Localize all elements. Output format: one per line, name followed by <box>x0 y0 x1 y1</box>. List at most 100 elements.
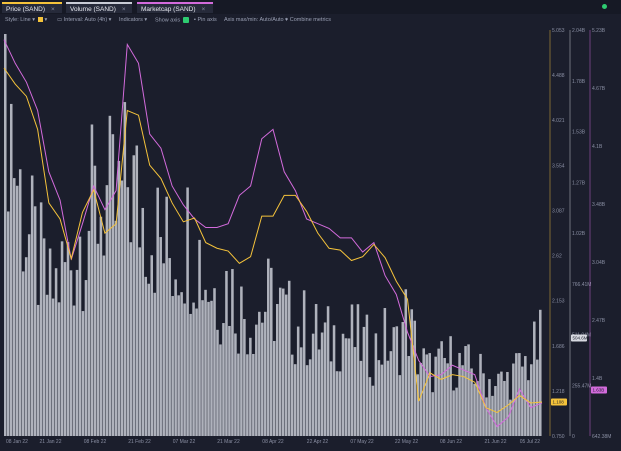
volume-bar <box>539 309 542 436</box>
volume-bar <box>290 354 294 436</box>
volume-bar <box>350 304 354 436</box>
volume-bar <box>231 269 234 436</box>
x-tick-label: 21 Jan 22 <box>40 439 62 445</box>
volume-bar <box>234 333 237 436</box>
tab-price-label: Price (SAND) <box>6 6 46 13</box>
volume-bar <box>123 102 127 436</box>
volume-bar <box>192 302 195 436</box>
tab-price[interactable]: Price (SAND) × <box>2 2 62 13</box>
volume-tick-label: 1.02B <box>572 231 586 237</box>
tab-marketcap[interactable]: Marketcap (SAND) × <box>137 2 213 13</box>
volume-bar <box>93 165 97 436</box>
volume-bar <box>216 329 219 436</box>
volume-bar <box>186 187 189 436</box>
volume-bar <box>201 300 204 436</box>
volume-bar <box>341 333 345 436</box>
volume-bar <box>368 377 372 436</box>
price-tick-label: 3.554 <box>552 163 565 169</box>
volume-tick-label: 2.04B <box>572 28 586 34</box>
volume-bar <box>491 395 494 436</box>
volume-bar <box>530 364 533 436</box>
price-last-value-badge <box>551 398 567 406</box>
volume-bar <box>99 216 103 436</box>
interval-label: Interval: Auto (4h) <box>63 17 108 23</box>
volume-bar <box>30 175 34 437</box>
volume-bar <box>261 322 264 436</box>
marketcap-tick-label: 5.23B <box>592 28 606 34</box>
volume-bar <box>258 311 261 436</box>
volume-bar <box>222 323 225 436</box>
x-tick-label: 08 Jun 22 <box>440 439 462 445</box>
volume-bar <box>9 103 13 436</box>
show-axis-toggle[interactable]: Show axis <box>155 17 190 23</box>
price-tick-label: 1.686 <box>552 344 565 350</box>
volume-bar <box>114 220 118 436</box>
volume-bar <box>6 211 10 436</box>
volume-bar <box>332 325 336 436</box>
style-label: Style: Line <box>5 17 31 23</box>
volume-bar <box>320 332 324 436</box>
volume-bar <box>4 34 7 436</box>
volume-bar <box>503 380 506 436</box>
volume-bar <box>494 386 497 436</box>
volume-bar <box>335 371 339 436</box>
volume-bar <box>323 322 327 436</box>
interval-selector[interactable]: ▭ Interval: Auto (4h) ▾ <box>57 17 112 23</box>
volume-bar <box>24 257 28 436</box>
volume-bar <box>39 202 43 436</box>
x-tick-label: 07 May 22 <box>350 439 374 445</box>
volume-bar <box>275 304 279 436</box>
axis-range-selector[interactable]: Axis max/min: Auto/Auto ▾ <box>224 17 288 23</box>
close-icon[interactable]: × <box>201 6 206 13</box>
volume-bar <box>410 309 414 436</box>
volume-bar <box>168 258 171 436</box>
axes: 0.750 1.218 1.686 2.153 2.62 3.087 3.554 4.021 4… <box>549 28 611 440</box>
price-last-value-label: 1.108 <box>553 400 565 405</box>
volume-bar <box>75 269 79 436</box>
volume-bar <box>482 373 485 436</box>
volume-bar <box>48 248 52 436</box>
volume-bar <box>105 185 109 436</box>
close-icon[interactable]: × <box>51 6 55 13</box>
volume-bar <box>177 295 180 436</box>
tab-volume[interactable]: Volume (SAND) × <box>66 2 132 13</box>
volume-bar <box>252 353 255 436</box>
volume-bar <box>377 360 381 436</box>
volume-bar <box>353 347 357 436</box>
volume-bar <box>189 313 192 436</box>
price-tick-label: 4.021 <box>552 118 565 124</box>
x-axis: 08 Jan 22 21 Jan 22 08 Feb 22 21 Feb 22 07 M… <box>6 439 540 445</box>
volume-bar <box>96 243 100 436</box>
volume-bar <box>156 187 159 436</box>
volume-bar <box>144 276 148 436</box>
volume-last-value-label: 504.6M <box>573 336 588 341</box>
checkbox-icon[interactable] <box>183 17 190 23</box>
chart-toolbar: Style: Line ▾ ▾ ▭ Interval: Auto (4h) ▾ … <box>0 14 621 27</box>
volume-bar <box>383 308 387 436</box>
close-icon[interactable]: × <box>121 6 126 13</box>
x-tick-label: 22 May 22 <box>395 439 419 445</box>
volume-bar <box>45 294 49 436</box>
style-selector[interactable]: Style: Line ▾ ▾ <box>5 17 48 23</box>
indicators-button[interactable]: Indicators ▾ <box>119 17 148 23</box>
volume-bar <box>66 242 70 436</box>
x-tick-label: 21 Feb 22 <box>128 439 151 445</box>
volume-bar <box>356 304 360 436</box>
combine-metrics-button[interactable]: + Combine metrics <box>285 17 332 23</box>
volume-bar <box>198 239 201 436</box>
volume-bar <box>374 333 378 436</box>
volume-bar <box>362 326 366 436</box>
volume-bar <box>347 338 351 436</box>
pin-axis-toggle[interactable]: ▪ Pin axis <box>194 17 217 23</box>
volume-tick-label: 0 <box>572 434 575 440</box>
volume-bar <box>159 237 162 436</box>
color-swatch-icon[interactable] <box>37 17 43 23</box>
price-series-line <box>3 67 543 413</box>
volume-bar <box>63 262 67 436</box>
volume-bar <box>15 185 19 436</box>
volume-bar <box>180 292 183 436</box>
volume-bar <box>500 371 503 436</box>
metric-tab-bar: Price (SAND) × Volume (SAND) × Marketcap (… <box>0 0 621 14</box>
volume-bar <box>380 364 384 436</box>
volume-bar <box>536 359 539 436</box>
